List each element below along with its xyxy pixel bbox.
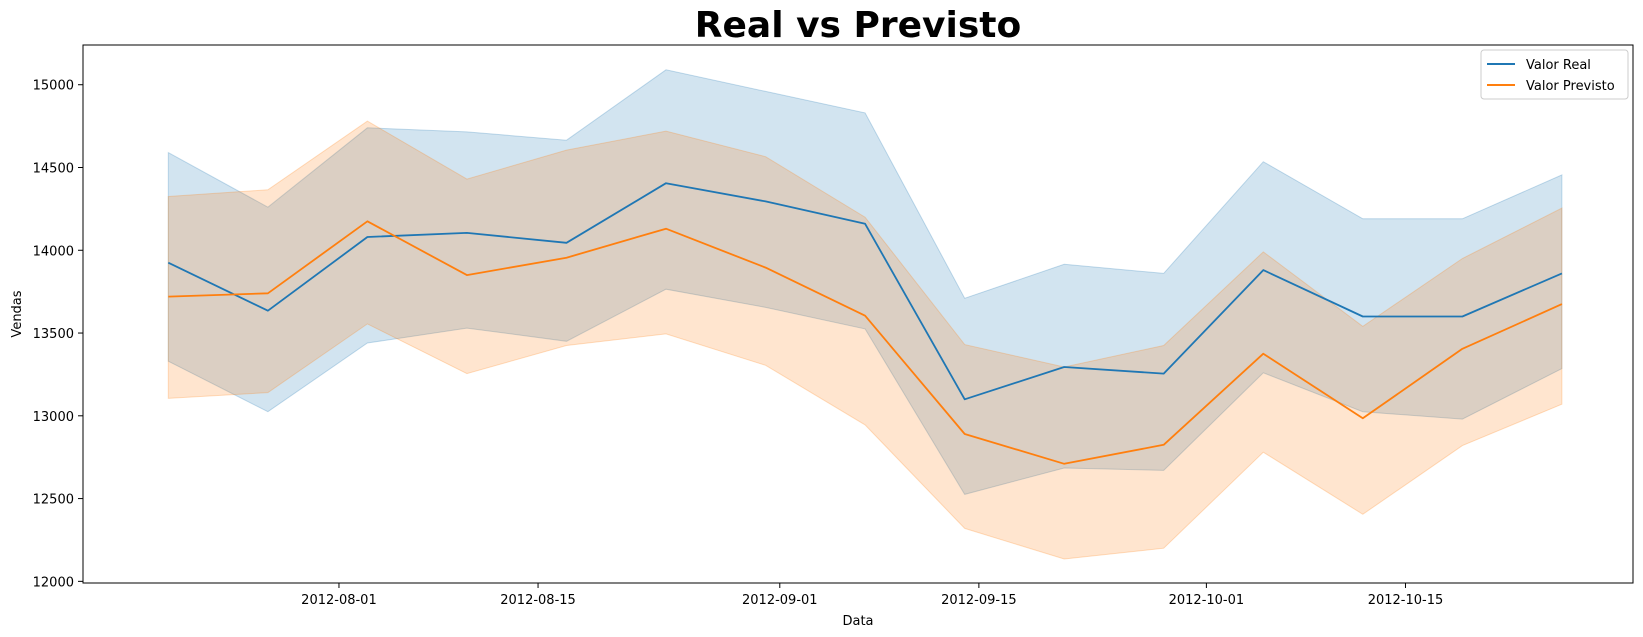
series-1-confidence-band: [167, 69, 1563, 495]
series-2-point: [665, 228, 667, 230]
y-tick-label: 12500: [33, 493, 74, 508]
x-tick-label: 2012-10-15: [1368, 593, 1444, 608]
x-tick-label: 2012-09-01: [742, 593, 818, 608]
series-2-point: [864, 315, 866, 317]
legend: Valor Real Valor Previsto: [1480, 49, 1629, 100]
series-1-point: [1063, 366, 1065, 368]
legend-label: Valor Real: [1526, 58, 1591, 73]
x-tick-label: 2012-09-15: [941, 593, 1017, 608]
x-tick-label: 2012-08-01: [301, 593, 377, 608]
x-axis-ticks: 2012-08-01 2012-08-15 2012-09-01 2012-09-15…: [301, 583, 1443, 608]
series-2-point: [1362, 417, 1364, 419]
x-tick-label: 2012-10-01: [1169, 593, 1245, 608]
y-tick-label: 12000: [33, 575, 74, 590]
chart-title: Real vs Previsto: [695, 5, 1021, 46]
y-tick-label: 13000: [33, 410, 74, 425]
series-2-point: [1461, 348, 1463, 350]
legend-box: [1480, 49, 1629, 100]
y-tick-label: 14500: [33, 161, 74, 176]
y-tick-label: 13500: [33, 327, 74, 342]
series-2-point: [964, 433, 966, 435]
x-axis-label: Data: [842, 614, 873, 629]
series-1-point: [366, 236, 368, 238]
series-2-point: [366, 220, 368, 222]
series-2-point: [167, 296, 169, 298]
series-2-point: [466, 274, 468, 276]
series-1-point: [566, 242, 568, 244]
y-axis-ticks: 12000 12500 13000 13500 14000 14500 15000: [33, 79, 83, 590]
series-1-point: [1561, 272, 1563, 274]
series-1-point: [167, 262, 169, 264]
series-1-point: [964, 398, 966, 400]
series-2-point: [1262, 353, 1264, 355]
series-1-point: [1362, 316, 1364, 318]
series-lines: [167, 182, 1563, 465]
x-tick-label: 2012-08-15: [500, 593, 576, 608]
confidence-bands: [167, 69, 1563, 560]
series-2-point: [1163, 444, 1165, 446]
y-tick-label: 15000: [33, 79, 74, 94]
series-2-point: [566, 257, 568, 259]
series-2-point: [1063, 463, 1065, 465]
y-axis-label: Vendas: [10, 290, 25, 337]
series-1-line: [167, 182, 1563, 401]
series-2-point: [765, 267, 767, 269]
series-1-point: [1461, 316, 1463, 318]
series-2-line: [168, 220, 1563, 465]
series-1-point: [864, 223, 866, 225]
series-1-point: [665, 182, 667, 184]
series-1-point: [466, 232, 468, 234]
series-2-confidence-band: [167, 120, 1563, 560]
series-1-point: [267, 310, 269, 312]
series-2-point: [1561, 303, 1563, 305]
series-1-point: [1262, 269, 1264, 271]
series-1-point: [765, 200, 767, 202]
series-1-point: [1163, 373, 1165, 375]
legend-label: Valor Previsto: [1526, 79, 1615, 94]
y-tick-label: 14000: [33, 244, 74, 259]
series-2-point: [267, 292, 269, 294]
plot-frame: [82, 44, 1634, 584]
